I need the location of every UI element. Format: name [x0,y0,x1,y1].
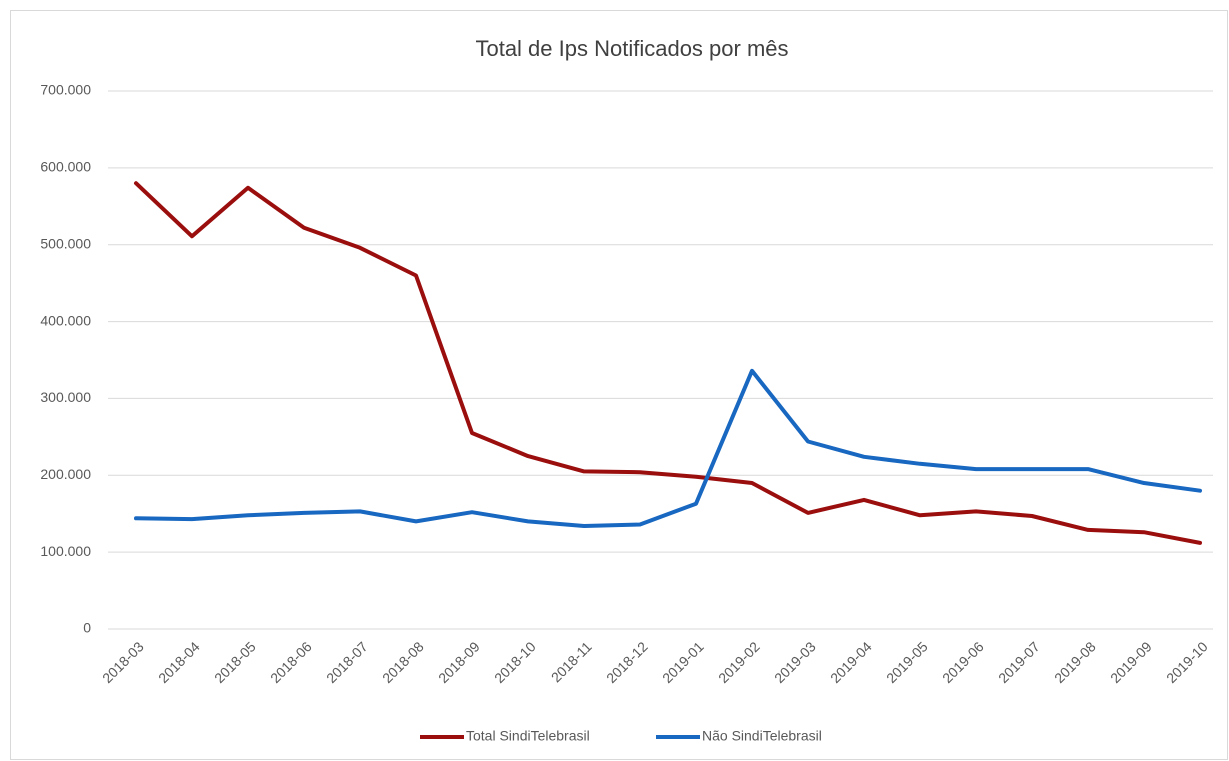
y-tick-label: 0 [83,620,91,636]
chart-border [10,10,1228,760]
line-series [134,181,1202,545]
line-series [134,368,1202,528]
y-tick-label: 600.000 [40,159,91,175]
legend-label: Não SindiTelebrasil [702,728,822,744]
y-tick-label: 500.000 [40,235,91,251]
chart-title: Total de Ips Notificados por mês [475,36,788,61]
y-tick-label: 300.000 [40,389,91,405]
y-tick-label: 700.000 [40,82,91,98]
y-tick-label: 400.000 [40,312,91,328]
y-tick-label: 200.000 [40,466,91,482]
legend-label: Total SindiTelebrasil [466,728,590,744]
y-tick-label: 100.000 [40,543,91,559]
